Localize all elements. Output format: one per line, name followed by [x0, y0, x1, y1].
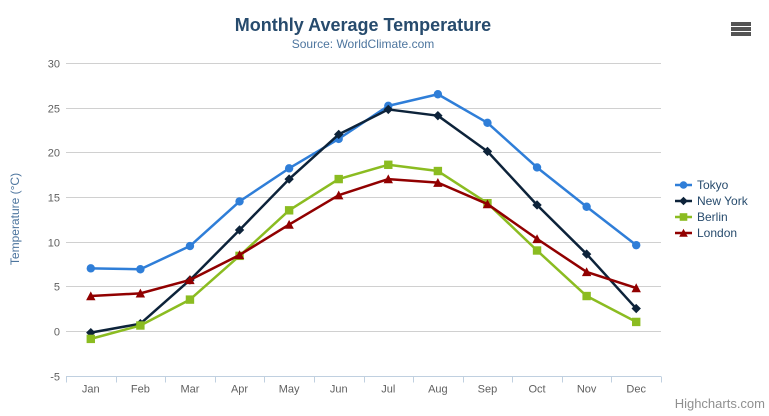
series-line-london	[89, 177, 638, 298]
legend-label: Berlin	[697, 210, 728, 224]
series-london	[86, 174, 641, 301]
y-axis-label: 15	[48, 193, 60, 205]
point-marker-triangle	[631, 283, 641, 293]
credits-link[interactable]: Highcharts.com	[674, 396, 765, 411]
point-marker-square	[86, 334, 95, 344]
point-marker-square	[185, 295, 195, 304]
legend-item-berlin[interactable]: Berlin	[675, 209, 748, 225]
x-axis-label: Jul	[381, 384, 395, 396]
point-marker-triangle	[383, 174, 393, 184]
point-marker-square	[284, 206, 294, 215]
x-axis-label: Dec	[626, 384, 646, 396]
point-marker-circle	[532, 163, 542, 172]
x-axis-label: Oct	[528, 384, 545, 396]
point-marker-diamond	[482, 146, 493, 157]
x-axis-label: Jun	[330, 384, 348, 396]
series-line-new-york	[89, 108, 638, 334]
point-marker-circle	[433, 90, 443, 99]
point-marker-square	[433, 166, 443, 176]
x-axis-label: Nov	[577, 384, 597, 396]
series-new-york	[86, 104, 641, 338]
x-axis-label: Mar	[180, 384, 199, 396]
y-axis-label: -5	[50, 372, 60, 384]
point-marker-triangle	[334, 190, 344, 200]
point-marker-circle	[483, 118, 492, 128]
point-marker-circle	[86, 264, 95, 273]
point-marker-diamond	[581, 249, 592, 259]
point-marker-circle	[185, 241, 195, 251]
point-marker-square	[384, 160, 393, 169]
point-marker-circle	[582, 202, 591, 211]
point-marker-diamond	[284, 174, 294, 184]
point-marker-diamond	[334, 129, 344, 140]
point-marker-circle	[235, 197, 244, 206]
point-marker-square	[632, 317, 641, 327]
point-marker-diamond	[234, 225, 245, 235]
point-marker-triangle	[185, 275, 195, 285]
series-tokyo	[86, 90, 641, 274]
point-marker-diamond	[679, 196, 688, 206]
y-axis-label: 5	[54, 282, 60, 294]
point-marker-triangle	[135, 288, 146, 298]
x-axis-label: Apr	[231, 384, 248, 396]
chart-title: Monthly Average Temperature	[234, 15, 492, 35]
legend-item-new-york[interactable]: New York	[675, 193, 748, 209]
y-axis-label: 25	[48, 104, 60, 116]
legend: Tokyo New York Berlin London	[675, 177, 748, 241]
point-marker-triangle	[284, 219, 294, 229]
x-axis-label: Sep	[478, 384, 498, 396]
point-marker-square	[136, 321, 145, 330]
x-axis-label: Jan	[82, 384, 100, 396]
legend-marker-circle-icon	[675, 181, 692, 189]
point-marker-triangle	[532, 234, 542, 244]
point-marker-square	[334, 174, 343, 184]
legend-marker-square-icon	[675, 213, 692, 221]
point-marker-triangle	[482, 199, 493, 209]
y-axis-label: 0	[54, 327, 60, 339]
y-axis-label: 30	[48, 59, 60, 71]
legend-label: Tokyo	[697, 178, 729, 192]
point-marker-diamond	[631, 303, 641, 314]
point-marker-circle	[284, 164, 294, 173]
point-marker-diamond	[532, 200, 542, 210]
point-marker-triangle	[679, 228, 688, 237]
point-marker-square	[679, 213, 688, 221]
point-marker-circle	[136, 265, 145, 274]
context-menu-button[interactable]	[731, 22, 751, 36]
point-marker-triangle	[234, 250, 245, 260]
x-axis-label: May	[279, 384, 300, 396]
point-marker-diamond	[433, 110, 443, 121]
point-marker-circle	[632, 240, 641, 250]
point-marker-square	[582, 291, 591, 301]
point-marker-circle	[679, 181, 688, 189]
legend-label: London	[697, 226, 738, 240]
point-marker-triangle	[86, 291, 96, 301]
point-marker-diamond	[383, 104, 393, 115]
y-axis-label: 20	[48, 148, 60, 160]
legend-marker-diamond-icon	[675, 196, 692, 206]
chart-subtitle: Source: WorldClimate.com	[291, 37, 435, 51]
y-axis-title: Temperature (°C)	[8, 172, 22, 266]
point-marker-triangle	[581, 267, 592, 277]
point-marker-square	[532, 246, 542, 255]
series-line-berlin	[89, 163, 638, 341]
point-marker-triangle	[433, 177, 443, 187]
y-axis-label: 10	[48, 238, 60, 250]
legend-item-london[interactable]: London	[675, 225, 748, 241]
x-axis-label: Aug	[428, 384, 448, 396]
legend-marker-triangle-icon	[675, 228, 692, 237]
legend-item-tokyo[interactable]: Tokyo	[675, 177, 748, 193]
hamburger-icon	[731, 22, 751, 36]
legend-label: New York	[697, 194, 748, 208]
x-axis-label: Feb	[131, 384, 150, 396]
